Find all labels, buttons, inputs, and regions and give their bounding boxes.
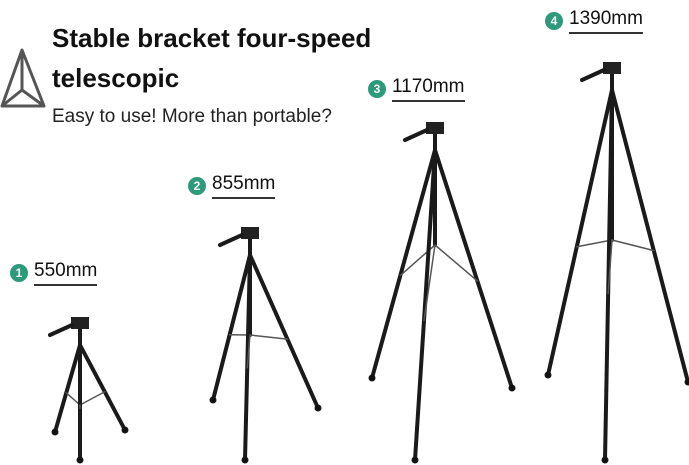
page: Stable bracket four-speed telescopic Eas… [0,0,689,465]
height-label: 4 1390mm [545,8,643,34]
brace [80,392,105,405]
leg [55,345,80,432]
height: 855mm [212,173,275,199]
badge: 4 [545,12,563,30]
foot [77,457,83,463]
leg [548,90,612,375]
height-label: 2 855mm [188,173,275,199]
height-label: 1 550mm [10,260,97,286]
foot [509,385,515,391]
pan-handle [405,130,427,140]
leg [435,150,512,388]
badge: 1 [10,264,28,282]
tripod [369,122,515,463]
tripod [545,62,689,463]
pan-handle [582,70,604,80]
title: Stable bracket four-speed telescopic [52,18,422,98]
foot [122,427,128,433]
tripod [50,317,128,463]
foot [545,372,551,378]
pan-handle [50,325,72,335]
foot [412,457,418,463]
foot [315,405,321,411]
logo-lines [2,50,44,106]
foot [602,457,608,463]
leg [372,150,435,378]
head [426,122,444,134]
head [71,317,89,329]
height-label: 3 1170mm [368,76,465,102]
leg [250,255,318,408]
brace [612,240,654,251]
pan-handle [220,235,242,245]
leg [415,150,435,460]
badge: 2 [188,177,206,195]
foot [52,429,58,435]
brace [66,393,80,405]
leg [605,90,612,460]
leg [80,345,125,430]
foot [369,375,375,381]
head [603,62,621,74]
leg [612,90,688,382]
height: 550mm [34,260,97,286]
subtitle: Easy to use! More than portable? [52,106,332,128]
logo [2,50,44,106]
foot [685,379,689,385]
badge: 3 [368,80,386,98]
leg [213,255,250,400]
foot [210,397,216,403]
foot [242,457,248,463]
brace [577,240,612,247]
height: 1390mm [569,8,643,34]
brace [250,335,287,339]
height: 1170mm [392,76,465,102]
head [241,227,259,239]
tripod [210,227,321,463]
